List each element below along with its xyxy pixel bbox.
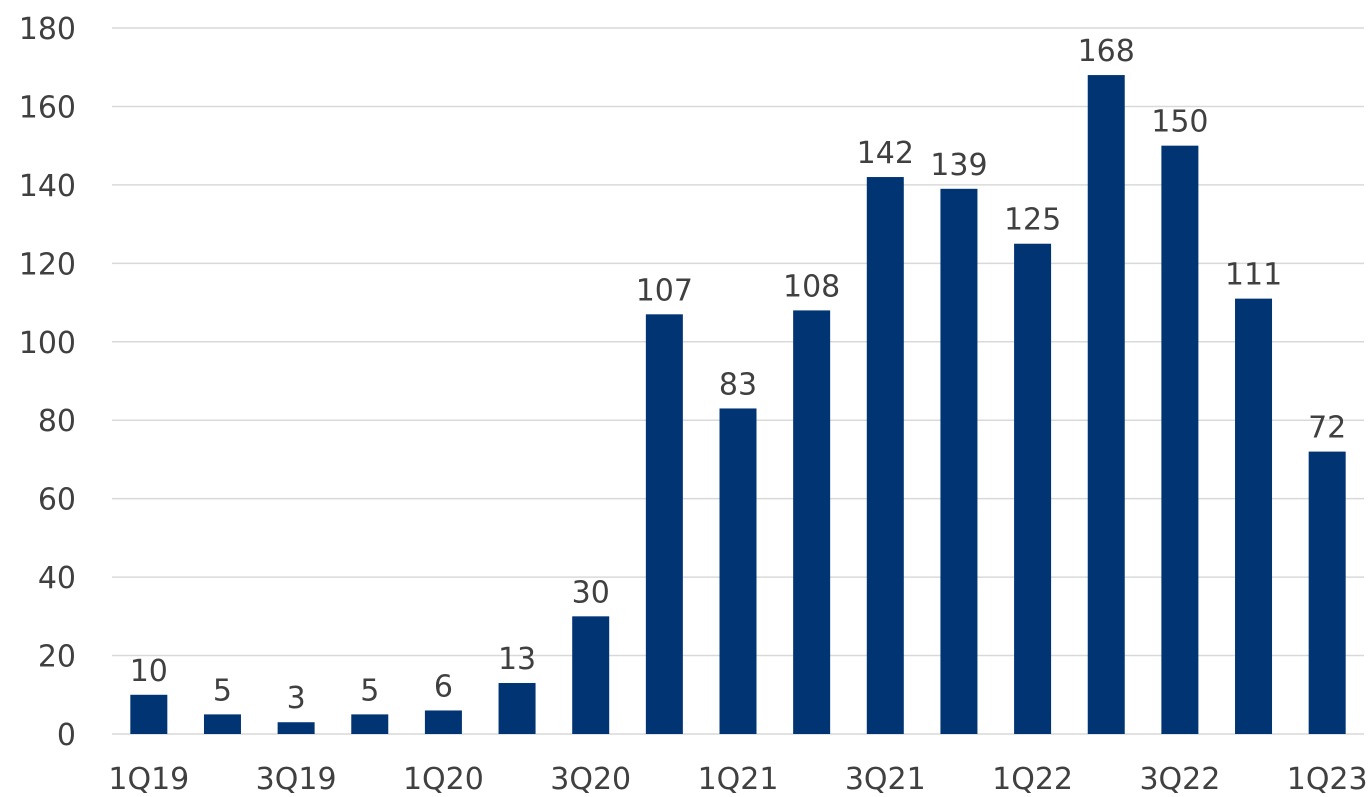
bar-1q19 (130, 694, 168, 734)
y-tick-label: 180 (19, 12, 76, 47)
bar-2q22 (1087, 75, 1125, 735)
data-label: 72 (1308, 411, 1346, 446)
data-labels: 10 5 3 5 6 13 30 107 83 108 142 139 125 168 150 111 72 (130, 34, 1347, 716)
x-tick-label: 1Q19 (108, 762, 189, 797)
bar-1q22 (1014, 243, 1052, 734)
x-tick-label: 1Q21 (698, 762, 779, 797)
x-tick-label: 3Q20 (550, 762, 631, 797)
y-tick-label: 80 (38, 404, 76, 439)
y-tick-label: 120 (19, 247, 76, 282)
data-label: 142 (857, 136, 914, 171)
bar-3q19 (277, 722, 315, 734)
data-label: 108 (783, 269, 840, 304)
x-tick-label: 1Q23 (1287, 762, 1368, 797)
data-label: 168 (1078, 34, 1135, 69)
bar-2q20 (498, 683, 536, 734)
y-tick-label: 140 (19, 169, 76, 204)
x-tick-label: 3Q22 (1139, 762, 1220, 797)
x-axis-tick-labels: 1Q19 3Q19 1Q20 3Q20 1Q21 3Q21 1Q22 3Q22 1Q23 (108, 762, 1367, 797)
y-tick-label: 20 (38, 640, 76, 675)
data-label: 30 (572, 575, 610, 610)
data-label: 5 (213, 673, 232, 708)
bar-2q19 (203, 714, 241, 734)
y-axis-tick-labels: 0 20 40 60 80 100 120 140 160 180 (19, 12, 76, 753)
bar-1q23 (1308, 451, 1346, 734)
bar-1q21 (719, 408, 757, 734)
x-tick-label: 1Q20 (403, 762, 484, 797)
bar-1q20 (424, 710, 462, 734)
data-label: 6 (434, 669, 453, 704)
data-label: 111 (1225, 258, 1282, 293)
x-tick-label: 3Q21 (845, 762, 926, 797)
bar-3q21 (866, 177, 904, 735)
y-tick-label: 160 (19, 90, 76, 125)
y-tick-label: 60 (38, 483, 76, 518)
data-label: 3 (287, 681, 306, 716)
bar-3q22 (1161, 145, 1199, 734)
data-label: 139 (930, 148, 987, 183)
data-label: 150 (1151, 105, 1208, 140)
bar-2q21 (793, 310, 831, 734)
bar-4q22 (1235, 298, 1273, 734)
data-label: 13 (498, 642, 536, 677)
bar-4q19 (351, 714, 389, 734)
y-tick-label: 0 (57, 718, 76, 753)
bars (130, 75, 1346, 735)
x-tick-label: 3Q19 (256, 762, 337, 797)
bar-3q20 (572, 616, 610, 734)
data-label: 107 (636, 273, 693, 308)
data-label: 125 (1004, 203, 1061, 238)
data-label: 5 (360, 673, 379, 708)
bar-4q21 (940, 188, 978, 735)
data-label: 10 (130, 654, 168, 689)
y-tick-label: 40 (38, 561, 76, 596)
x-tick-label: 1Q22 (992, 762, 1073, 797)
y-tick-label: 100 (19, 326, 76, 361)
data-label: 83 (719, 367, 757, 402)
bar-4q20 (645, 314, 683, 734)
